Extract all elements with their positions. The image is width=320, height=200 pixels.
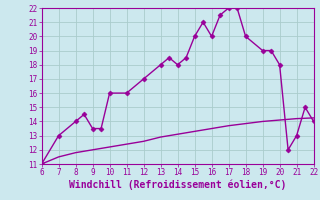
X-axis label: Windchill (Refroidissement éolien,°C): Windchill (Refroidissement éolien,°C) <box>69 180 286 190</box>
